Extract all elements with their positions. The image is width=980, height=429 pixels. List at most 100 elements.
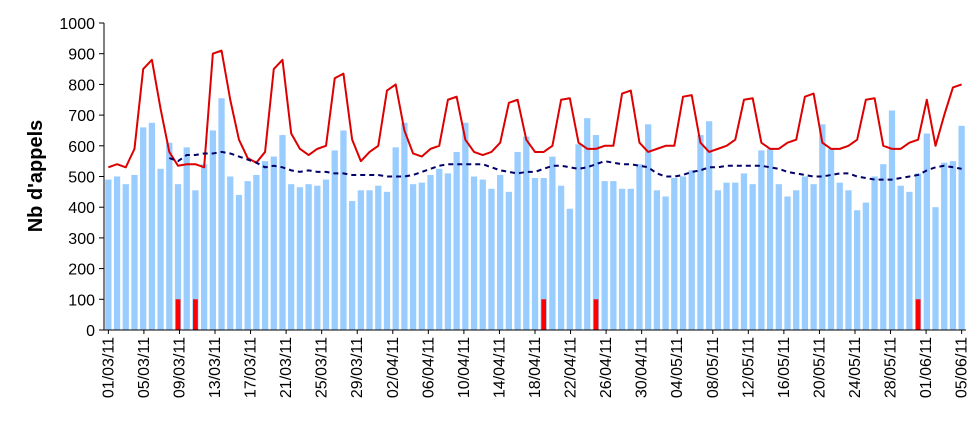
x-tick-label: 30/04/11 <box>634 337 651 398</box>
x-tick-label: 05/03/11 <box>136 337 153 398</box>
alert-bars-layer <box>175 299 921 330</box>
x-tick-label: 12/05/11 <box>740 337 757 398</box>
bar <box>470 176 478 330</box>
bar <box>340 130 347 330</box>
bar <box>714 190 721 330</box>
bar <box>479 179 486 330</box>
x-tick-label: 08/05/11 <box>705 337 722 398</box>
bar <box>366 190 373 330</box>
bar <box>122 184 129 330</box>
bar <box>401 122 408 331</box>
bar <box>392 147 399 330</box>
y-tick-label: 1000 <box>59 16 95 33</box>
y-tick-label: 700 <box>68 108 95 125</box>
bar <box>531 178 539 330</box>
bar <box>540 178 547 330</box>
bar <box>131 174 138 330</box>
bar <box>140 127 147 330</box>
bar <box>584 118 591 330</box>
bar <box>906 191 913 330</box>
bar <box>836 182 843 330</box>
bar <box>766 148 774 330</box>
bar <box>409 184 417 330</box>
x-tick-label: 10/04/11 <box>456 337 473 398</box>
mean-dashed-line <box>168 150 962 181</box>
bar <box>706 121 713 331</box>
x-tick-label: 24/05/11 <box>847 337 864 398</box>
bar <box>723 182 730 330</box>
bar <box>331 150 338 330</box>
bar <box>113 176 121 330</box>
bar <box>174 184 182 330</box>
bar <box>192 190 199 330</box>
bar <box>279 135 286 330</box>
y-tick-label: 900 <box>68 47 95 64</box>
bar <box>322 179 330 330</box>
bar <box>288 184 295 330</box>
bar <box>549 156 556 330</box>
x-tick-label: 29/03/11 <box>349 337 366 398</box>
bar <box>575 144 582 330</box>
y-tick-label: 0 <box>86 323 95 340</box>
x-tick-label: 01/03/11 <box>100 337 117 398</box>
bar <box>958 125 965 330</box>
bar <box>914 173 922 330</box>
y-tick-label: 100 <box>68 292 95 309</box>
bar <box>758 150 765 330</box>
bar <box>436 168 443 330</box>
bar <box>514 151 521 330</box>
bar <box>270 156 277 330</box>
x-tick-label: 06/04/11 <box>420 337 437 398</box>
bar <box>871 176 878 330</box>
bar <box>793 190 800 330</box>
alert-bar <box>193 299 198 330</box>
bar <box>427 174 434 330</box>
alert-bar <box>175 299 181 330</box>
bar <box>497 174 504 330</box>
bar <box>645 124 652 330</box>
x-tick-label: 01/06/11 <box>918 337 935 398</box>
bar <box>688 170 695 330</box>
x-tick-label: 22/04/11 <box>563 337 580 398</box>
bar <box>566 208 573 330</box>
bar <box>888 110 896 330</box>
y-tick-label: 500 <box>68 170 95 187</box>
bar <box>201 164 208 330</box>
bar <box>923 133 930 330</box>
bar <box>949 161 957 330</box>
bar <box>732 182 739 330</box>
bar <box>505 191 513 330</box>
bar <box>227 176 234 330</box>
y-tick-label: 600 <box>68 139 95 156</box>
bar <box>557 185 565 330</box>
bar <box>183 147 190 330</box>
bar <box>462 122 469 331</box>
bar <box>592 135 600 330</box>
bar <box>314 185 321 330</box>
x-tick-label: 16/05/11 <box>776 337 793 398</box>
bar <box>357 190 364 330</box>
y-tick-label: 400 <box>68 200 95 217</box>
upper-threshold-line <box>108 49 962 169</box>
bar <box>845 190 852 330</box>
bar <box>932 207 939 330</box>
bar <box>488 188 495 330</box>
x-tick-label: 05/06/11 <box>954 337 971 398</box>
bar <box>349 201 356 330</box>
bar <box>810 184 817 330</box>
bar <box>244 181 251 330</box>
bar <box>296 187 304 330</box>
x-tick-label: 02/04/11 <box>385 337 402 398</box>
bar <box>897 185 904 330</box>
bar <box>610 181 617 330</box>
y-tick-label: 300 <box>68 231 95 248</box>
lines-layer <box>108 49 962 181</box>
bar <box>854 210 861 330</box>
bar <box>166 142 173 330</box>
bar <box>105 179 112 330</box>
x-tick-label: 14/04/11 <box>491 337 508 398</box>
bar <box>941 162 948 330</box>
y-tick-label: 200 <box>68 262 95 279</box>
